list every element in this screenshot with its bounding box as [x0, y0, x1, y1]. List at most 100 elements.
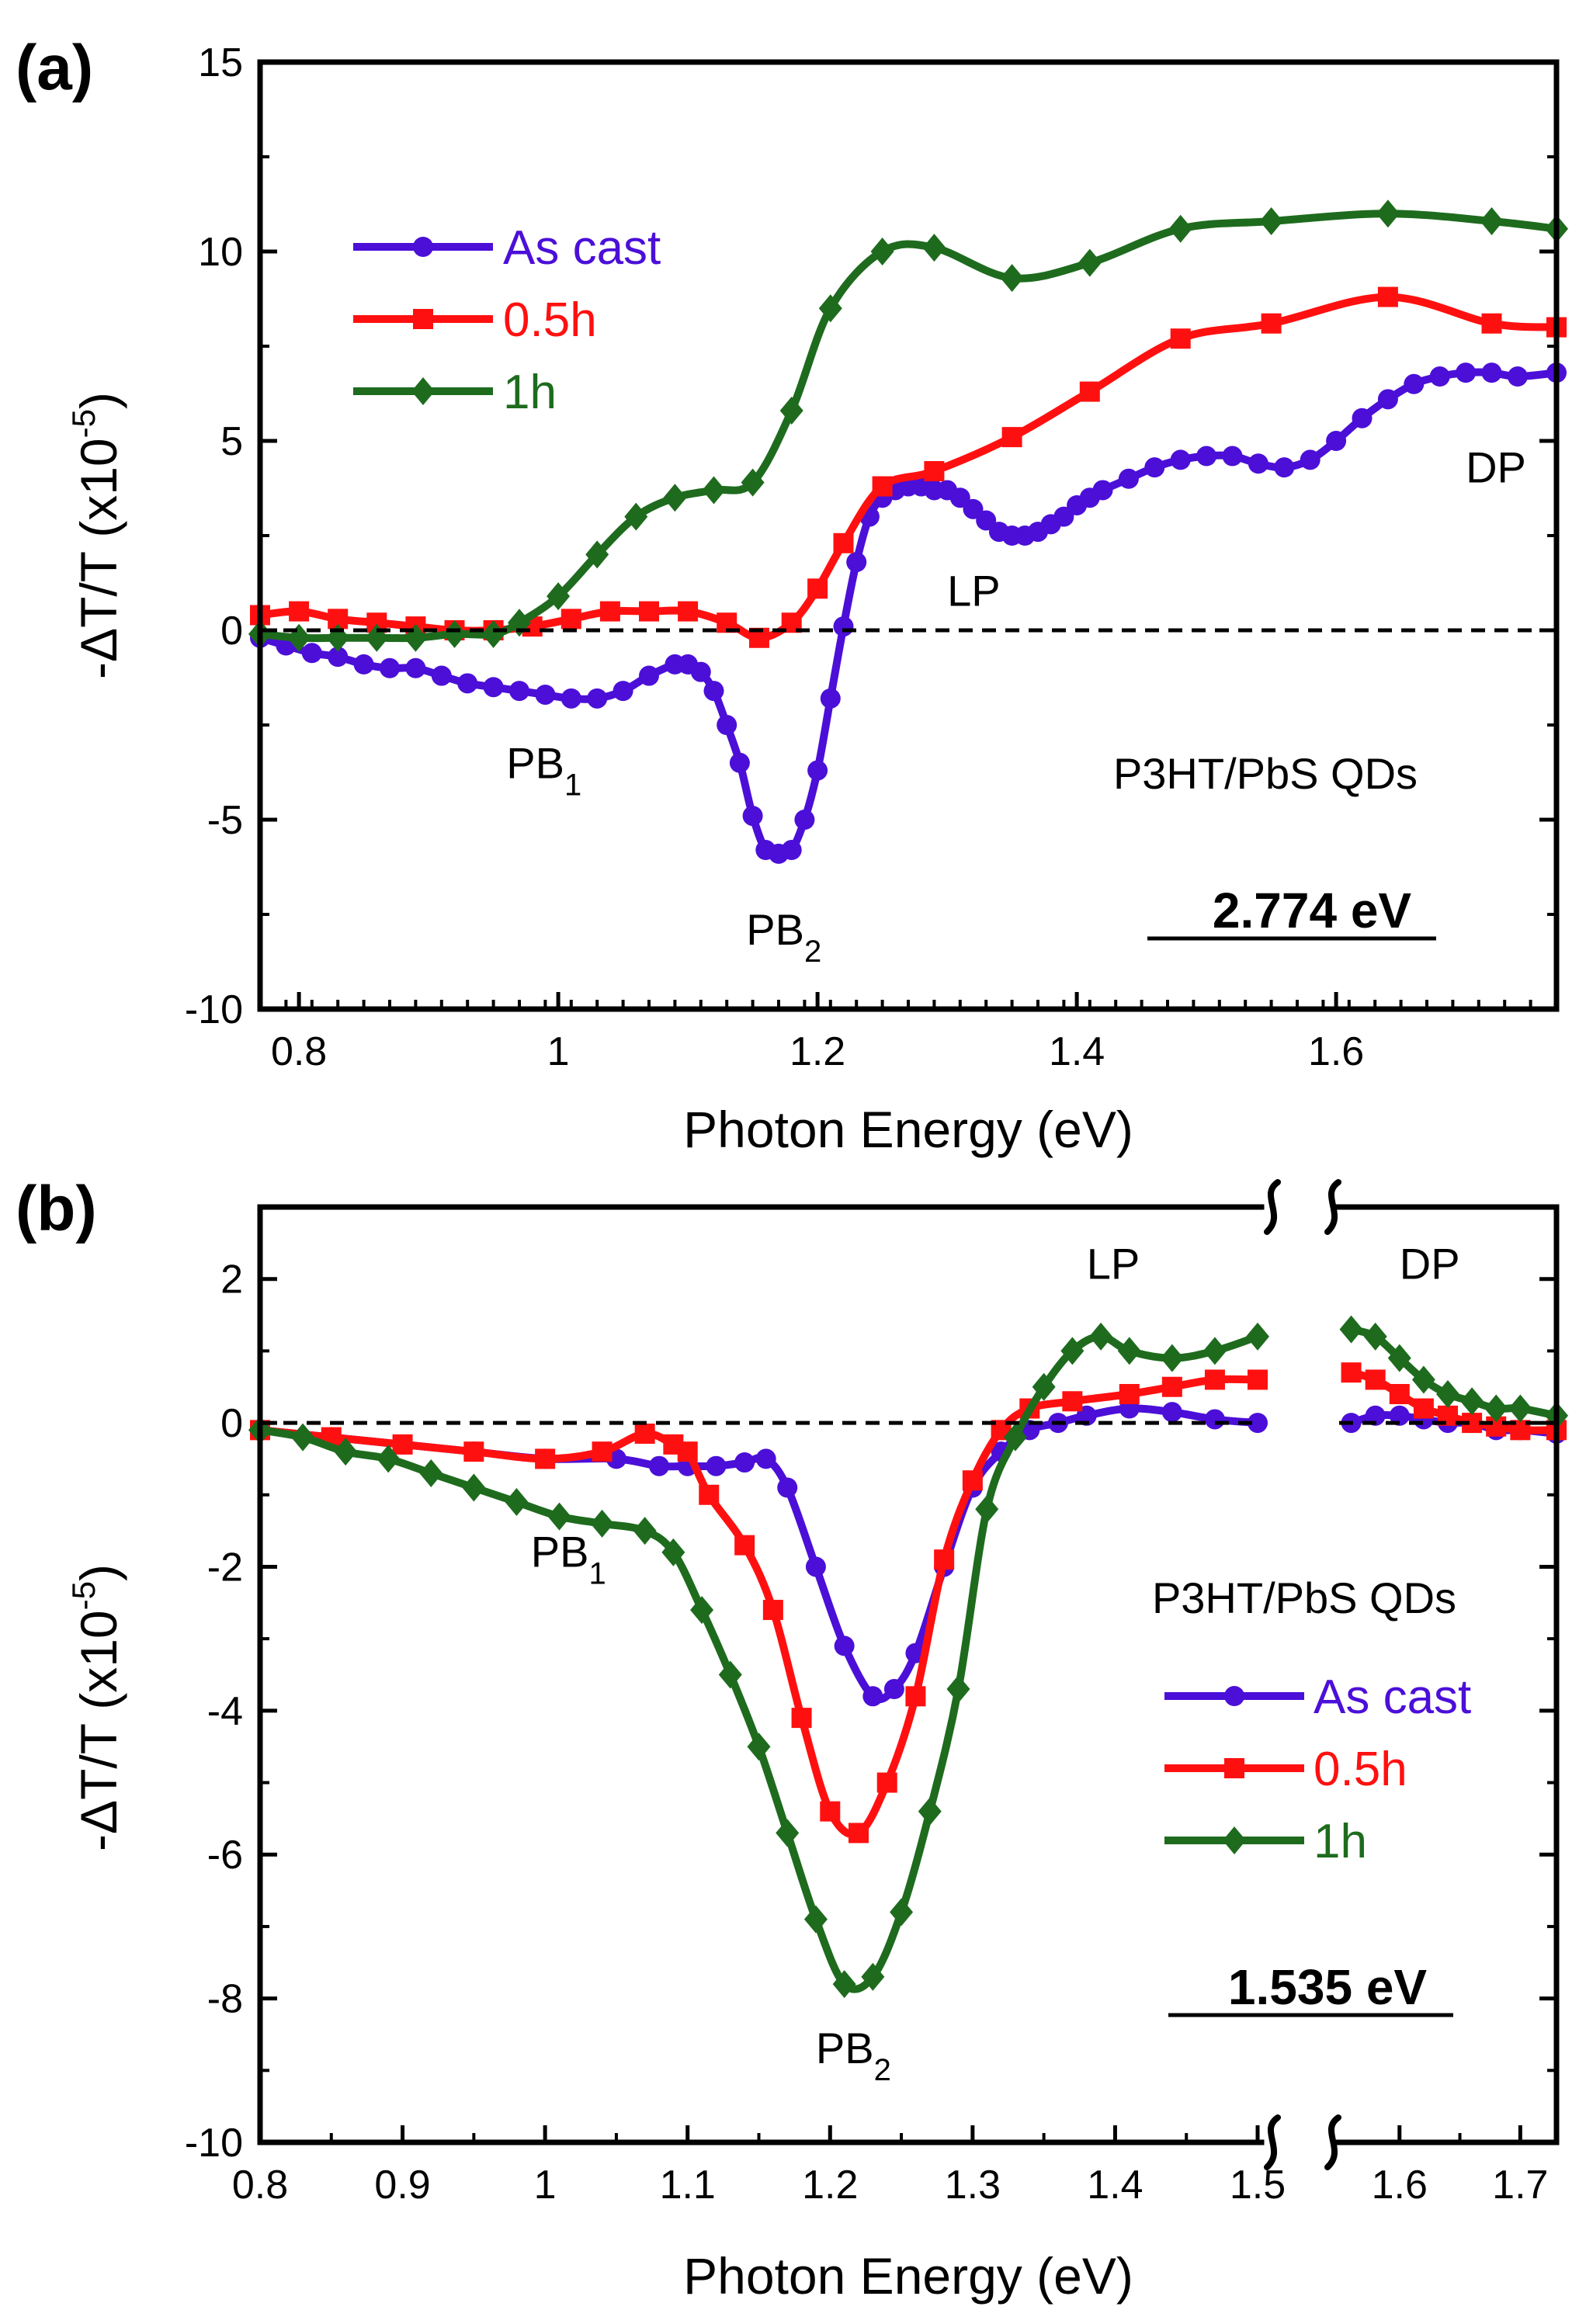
- panel-b-legend-marker-as-cast: [1224, 1686, 1244, 1706]
- panel-b-point-1h-23: [1032, 1372, 1056, 1401]
- panel-b-plot-frame: [257, 1179, 1560, 2170]
- panel-b-axis-break-top-right: [1324, 1179, 1341, 1235]
- panel-a-y-tick-label-1: -5: [207, 798, 243, 843]
- panel-b-point-1h-19: [918, 1797, 942, 1826]
- panel-b-annotation-3-text: DP: [1400, 1240, 1460, 1289]
- panel-b: (b) 0.8 0.9 1 1.1 1.2 1.3 1.4 1.5 1.6 1.7 -10 -8 -6 -…: [16, 1174, 1568, 2305]
- panel-b-point-as-cast-9: [734, 1452, 755, 1473]
- panel-a-point-0-5h-11: [678, 601, 699, 622]
- panel-a-point-as-cast-61: [1404, 373, 1425, 394]
- panel-a-x-tick-label-3: 1.4: [1049, 1029, 1105, 1074]
- panel-a-point-as-cast-7: [431, 665, 452, 686]
- panel-b-point-0-5h-25: [1248, 1369, 1268, 1390]
- panel-a-point-as-cast-59: [1352, 408, 1373, 428]
- panel-a-point-as-cast-50: [1118, 468, 1139, 489]
- panel-b-point-0-5h-29: [1413, 1398, 1434, 1419]
- panel-b-x-tick-label-2: 1: [534, 2163, 557, 2208]
- panel-a-point-as-cast-64: [1481, 362, 1502, 383]
- panel-a-point-0-5h-24: [1481, 313, 1502, 334]
- panel-a-annotation-0-subscript: 1: [564, 768, 581, 802]
- panel-a-point-as-cast-27: [807, 760, 828, 781]
- panel-b-point-1h-8: [590, 1509, 614, 1538]
- panel-b-point-1h-18: [890, 1898, 914, 1927]
- panel-b-annotation-0-text: PB: [531, 1527, 589, 1576]
- panel-b-point-1h-29: [1246, 1322, 1269, 1351]
- panel-b-x-tick-label-3: 1.1: [660, 2163, 716, 2208]
- panel-a-y-title-main: -ΔT/T (x10: [70, 438, 127, 679]
- panel-b-point-1h-35: [1460, 1387, 1484, 1416]
- panel-a-x-axis-title: Photon Energy (eV): [683, 1101, 1133, 1158]
- panel-b-point-1h-15: [803, 1905, 828, 1934]
- panel-b-point-as-cast-10: [755, 1448, 776, 1469]
- panel-a-point-1h-5: [442, 619, 467, 648]
- panel-b-point-0-5h-23: [1161, 1376, 1182, 1397]
- panel-a-point-as-cast-54: [1222, 446, 1243, 467]
- panel-a-legend: As cast 0.5h 1h: [353, 221, 661, 419]
- panel-b-point-1h-31: [1363, 1322, 1387, 1351]
- panel-a-annotation-2-text: LP: [947, 566, 1001, 615]
- panel-b-annotation-pb1: PB1: [531, 1527, 606, 1590]
- panel-b-point-1h-7: [547, 1502, 571, 1531]
- panel-a-legend-label-as-cast: As cast: [503, 221, 661, 275]
- panel-b-point-0-5h-3: [463, 1441, 484, 1462]
- panel-a: (a) 0.8 1 1.2 1.4 1.6 -10 -5 0 5 10 15 Photon Ener…: [16, 33, 1568, 1158]
- panel-b-y-title-end: ): [70, 1564, 127, 1581]
- panel-b-y-tick-label-1: -8: [207, 1977, 243, 2022]
- panel-a-point-1h-17: [922, 234, 946, 262]
- panel-b-point-as-cast-11: [777, 1477, 798, 1498]
- panel-b-annotation-2-text: LP: [1087, 1240, 1140, 1289]
- panel-a-annotation-1-text: PB: [746, 905, 804, 954]
- panel-b-point-0-5h-17: [934, 1549, 955, 1570]
- panel-a-annotation-dp: DP: [1466, 443, 1526, 492]
- panel-b-point-as-cast-13: [834, 1635, 855, 1656]
- panel-b-point-as-cast-14: [862, 1686, 883, 1707]
- panel-a-point-0-5h-18: [924, 461, 945, 482]
- panel-b-annotation-0-subscript: 1: [588, 1556, 606, 1590]
- panel-b-x-axis-title: Photon Energy (eV): [683, 2247, 1133, 2305]
- panel-a-point-as-cast-63: [1456, 362, 1477, 383]
- panel-b-point-1h-5: [462, 1473, 486, 1502]
- panel-b-x-tick-label-0: 0.8: [232, 2163, 288, 2208]
- panel-a-legend-label-1h: 1h: [503, 366, 557, 419]
- panel-a-point-as-cast-60: [1377, 389, 1398, 410]
- panel-b-point-0-5h-6: [634, 1423, 655, 1444]
- panel-a-point-as-cast-38: [949, 487, 970, 508]
- panel-b-y-title-exponent: -5: [65, 1581, 102, 1610]
- panel-b-legend-label-0-5h: 0.5h: [1314, 1743, 1407, 1796]
- panel-a-annotation-pb2: PB2: [746, 905, 821, 969]
- panel-b-point-0-5h-10: [734, 1535, 755, 1556]
- panel-b-y-tick-label-0: -10: [185, 2121, 243, 2166]
- panel-a-point-0-5h-23: [1377, 286, 1398, 307]
- panel-b-point-1h-17: [861, 1962, 885, 1991]
- panel-a-point-as-cast-11: [535, 684, 556, 705]
- panel-b-point-0-5h-18: [962, 1470, 983, 1491]
- panel-b-point-0-5h-21: [1062, 1391, 1083, 1412]
- panel-b-point-0-5h-5: [592, 1441, 613, 1462]
- panel-a-x-tick-label-4: 1.6: [1308, 1029, 1364, 1074]
- panel-a-legend-label-0-5h: 0.5h: [503, 293, 597, 347]
- panel-a-legend-marker-as-cast: [413, 237, 433, 257]
- panel-a-point-as-cast-46: [1053, 506, 1074, 527]
- panel-a-point-0-5h-9: [599, 601, 620, 622]
- panel-a-point-as-cast-65: [1507, 366, 1528, 387]
- panel-a-point-as-cast-9: [483, 677, 504, 698]
- panel-b-point-1h-37: [1508, 1394, 1532, 1423]
- panel-a-point-as-cast-13: [587, 688, 608, 709]
- panel-b-point-1h-1: [291, 1423, 315, 1452]
- panel-a-legend-marker-0-5h: [413, 309, 433, 329]
- panel-a-y-tick-label-3: 5: [220, 419, 243, 464]
- panel-a-annotation-pb1: PB1: [506, 738, 581, 802]
- panel-b-annotation-lp: LP: [1087, 1240, 1140, 1289]
- panel-b-point-0-5h-16: [905, 1686, 926, 1707]
- panel-b-y-tick-label-2: -6: [207, 1833, 243, 1878]
- panel-a-y-tick-label-5: 15: [198, 40, 243, 85]
- panel-b-point-1h-32: [1387, 1344, 1411, 1372]
- panel-a-y-title-exponent: -5: [65, 409, 102, 438]
- panel-a-annotation-lp: LP: [947, 566, 1001, 615]
- panel-b-y-tick-label-3: -4: [207, 1689, 243, 1734]
- panel-b-x-tick-label-7: 1.5: [1230, 2163, 1286, 2208]
- panel-b-point-0-5h-8: [677, 1441, 698, 1462]
- panel-b-y-axis-title: -ΔT/T (x10-5): [65, 1564, 127, 1851]
- panel-a-point-as-cast-55: [1248, 453, 1268, 474]
